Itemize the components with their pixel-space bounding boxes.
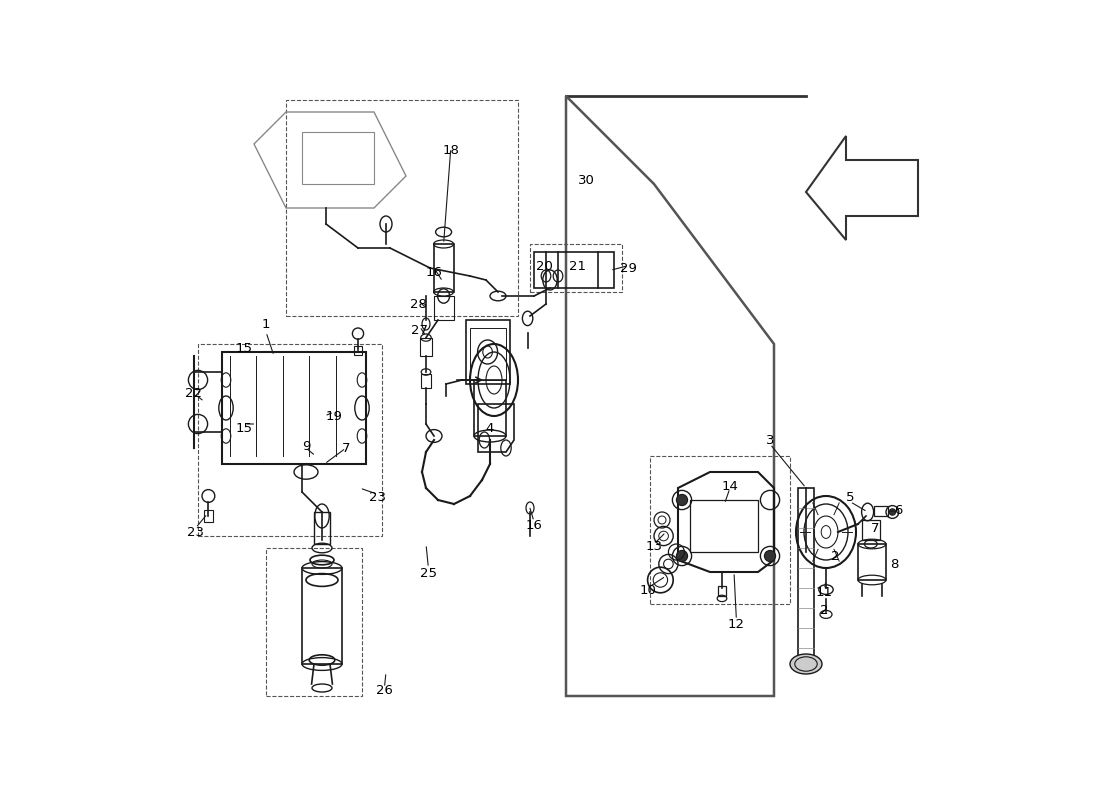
Bar <box>421 374 431 388</box>
Text: 15: 15 <box>235 422 253 434</box>
Bar <box>798 488 814 664</box>
Bar <box>650 456 790 604</box>
Bar <box>434 296 454 320</box>
Text: 14: 14 <box>722 480 738 493</box>
Bar <box>354 346 362 355</box>
Text: 19: 19 <box>326 410 342 422</box>
Text: 11: 11 <box>816 586 833 598</box>
Text: 25: 25 <box>420 567 437 580</box>
Text: 7: 7 <box>342 442 350 454</box>
Text: 28: 28 <box>409 298 427 310</box>
Text: 2: 2 <box>832 550 840 562</box>
Bar <box>302 568 342 664</box>
Text: 5: 5 <box>846 491 855 504</box>
Text: 13: 13 <box>646 540 662 553</box>
Bar <box>434 244 454 292</box>
Bar <box>286 100 518 316</box>
Text: 12: 12 <box>728 618 745 630</box>
Text: 23: 23 <box>370 491 386 504</box>
Bar <box>266 548 362 696</box>
Bar <box>314 512 330 544</box>
Bar <box>222 352 366 464</box>
Text: 3: 3 <box>766 434 774 446</box>
Bar <box>534 252 614 288</box>
Bar <box>302 132 374 184</box>
Ellipse shape <box>790 654 822 674</box>
Bar <box>474 380 506 436</box>
Text: 27: 27 <box>411 324 428 337</box>
Circle shape <box>676 494 688 506</box>
Bar <box>204 510 213 522</box>
Bar <box>420 338 431 356</box>
Bar <box>718 586 726 596</box>
Text: 30: 30 <box>578 174 594 186</box>
Text: 22: 22 <box>186 387 202 400</box>
Bar <box>470 328 506 380</box>
Text: 21: 21 <box>570 260 586 273</box>
Bar <box>862 520 880 540</box>
Bar <box>466 320 510 384</box>
Bar <box>858 544 886 580</box>
Circle shape <box>889 509 895 515</box>
Text: 23: 23 <box>187 526 205 538</box>
Circle shape <box>676 550 688 562</box>
Text: 2: 2 <box>821 604 828 617</box>
Text: 16: 16 <box>526 519 542 532</box>
Text: 26: 26 <box>376 684 393 697</box>
Bar <box>530 244 621 292</box>
Text: 4: 4 <box>486 422 494 434</box>
Bar <box>198 344 382 536</box>
Text: 29: 29 <box>620 262 637 275</box>
Text: 10: 10 <box>639 584 656 597</box>
Text: 18: 18 <box>442 144 459 157</box>
Text: 16: 16 <box>426 266 442 278</box>
Bar <box>874 506 889 516</box>
Text: 7: 7 <box>871 522 880 534</box>
Text: 20: 20 <box>536 260 553 273</box>
Text: 15: 15 <box>235 342 253 354</box>
Circle shape <box>764 550 776 562</box>
Text: 1: 1 <box>262 318 271 330</box>
Bar <box>690 500 758 552</box>
Text: 9: 9 <box>301 440 310 453</box>
Text: 8: 8 <box>890 558 899 570</box>
Text: 6: 6 <box>894 504 902 517</box>
